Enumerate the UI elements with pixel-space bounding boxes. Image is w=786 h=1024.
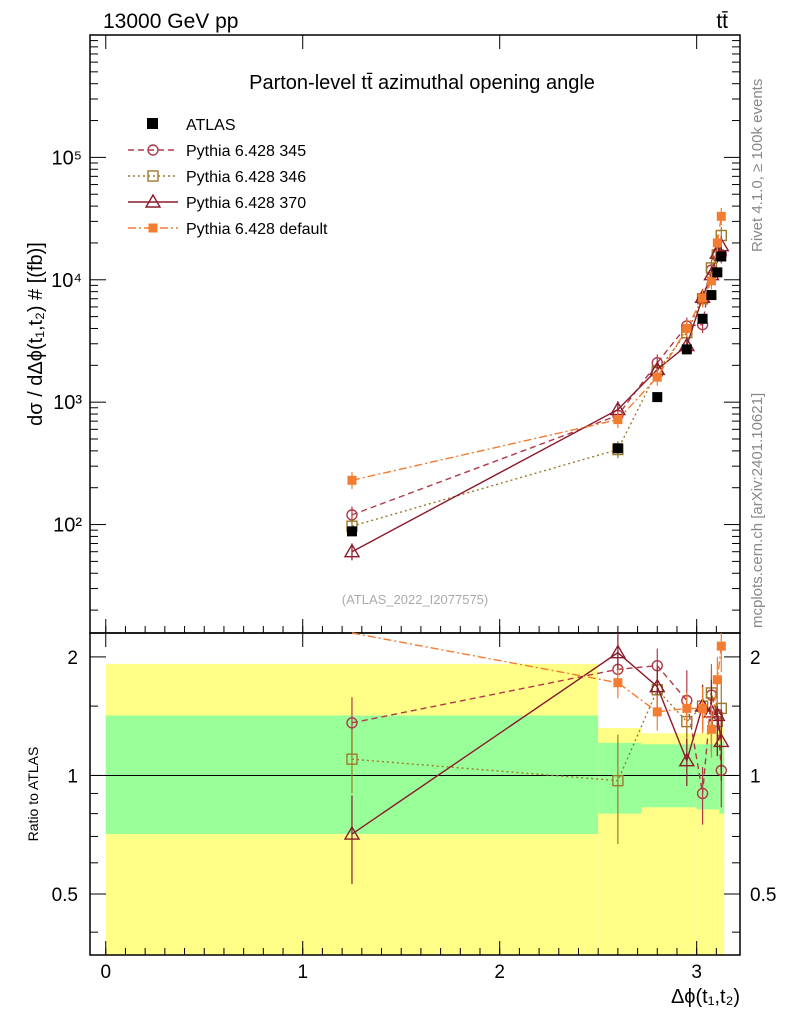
atlas-data-point (697, 313, 708, 324)
series-marker (613, 415, 623, 425)
series-marker (712, 238, 722, 248)
series-line (351, 216, 722, 481)
yellow-band-bin (714, 730, 720, 955)
legend-label: Pythia 6.428 345 (186, 143, 306, 160)
ratio-marker (609, 644, 627, 659)
x-tick-label: 2 (494, 962, 505, 983)
y-tick-label: 10³ (53, 392, 82, 414)
ratio-marker (698, 703, 708, 713)
atlas-data-point (712, 267, 723, 278)
legend-marker (147, 170, 159, 182)
atlas-data-point (716, 251, 727, 262)
series-line (351, 252, 722, 516)
main-series-group (343, 207, 730, 561)
y-tick-label: 10² (53, 515, 82, 537)
atlas-data-point (681, 344, 692, 355)
legend: ATLAS Pythia 6.428 345 Pythia 6.428 346 Pyt… (128, 117, 328, 238)
atlas-data-point (346, 526, 357, 537)
ratio-marker (343, 825, 361, 840)
mcplots-label: mcplots.cern.ch [arXiv:2401.10621] (749, 393, 766, 628)
ratio-marker (712, 675, 722, 685)
ratio-tick-label: 0.5 (52, 885, 78, 906)
legend-label: Pythia 6.428 370 (186, 195, 306, 212)
legend-marker (147, 144, 159, 156)
rivet-version-label: Rivet 4.1.0, ≥ 100k events (749, 79, 766, 252)
series-marker (716, 211, 726, 221)
legend-label: ATLAS (186, 117, 236, 134)
axis-ticks: 0 1 2 3 10² 10³ 10⁴ 10⁵ 0.5 0.5 1 1 2 2 (51, 35, 776, 983)
ratio-axis-label: Ratio to ATLAS (25, 747, 41, 842)
ratio-marker (612, 774, 624, 787)
legend-marker (147, 118, 158, 129)
series-marker (343, 543, 361, 558)
series-line (351, 245, 722, 553)
watermark: (ATLAS_2022_I2077575) (342, 592, 488, 607)
x-tick-label: 1 (297, 962, 308, 983)
ratio-marker (682, 703, 692, 713)
x-tick-label: 0 (100, 962, 111, 983)
ratio-line (351, 664, 722, 794)
ratio-marker (613, 678, 623, 688)
legend-marker (148, 223, 158, 233)
series-marker (652, 372, 662, 382)
series-marker (706, 276, 716, 286)
ratio-marker (696, 787, 709, 800)
process-label: tt̄ (716, 10, 728, 33)
energy-label: 13000 GeV pp (103, 10, 238, 33)
ratio-tick-label: 1 (67, 766, 78, 787)
atlas-data-point (612, 443, 623, 454)
yellow-band-bin (706, 730, 715, 955)
ratio-marker (346, 753, 358, 765)
yellow-band-bin (719, 727, 725, 955)
series-marker (347, 475, 357, 485)
atlas-data-point (652, 392, 663, 403)
ratio-marker (652, 707, 662, 717)
atlas-data-point (706, 290, 717, 301)
ratio-series-group (343, 632, 730, 885)
green-band-bin (706, 744, 715, 810)
y-tick-label: 10⁴ (51, 270, 82, 292)
ratio-tick-label-right: 2 (750, 648, 761, 669)
green-band-bin (714, 744, 720, 810)
legend-marker (144, 193, 162, 208)
x-axis-label: Δϕ(t₁,t₂) (671, 986, 740, 1008)
legend-label: Pythia 6.428 default (186, 221, 328, 238)
ratio-marker (716, 641, 726, 651)
ratio-tick-label-right: 0.5 (750, 885, 776, 906)
series-marker (698, 293, 708, 303)
y-tick-label: 10⁵ (51, 147, 82, 169)
y-axis-label: dσ / dΔϕ(t₁,t₂) # [(fb)] (25, 242, 47, 426)
x-tick-label: 3 (691, 962, 702, 983)
ratio-marker (346, 717, 358, 729)
ratio-marker (713, 733, 730, 748)
legend-label: Pythia 6.428 346 (186, 169, 306, 186)
yellow-band-bin (696, 733, 707, 955)
ratio-marker (706, 724, 716, 734)
series-marker (682, 323, 692, 333)
chart-title: Parton-level tt̄ azimuthal opening angle (249, 72, 595, 94)
ratio-tick-label-right: 1 (750, 766, 761, 787)
ratio-tick-label: 2 (67, 648, 78, 669)
ratio-uncertainty-bands (105, 663, 725, 955)
series-line (351, 235, 722, 527)
ratio-panel-frame (89, 632, 741, 956)
green-band-bin (696, 744, 707, 810)
green-band-bin (598, 742, 642, 814)
ratio-marker (649, 678, 666, 693)
ratio-line (351, 632, 722, 732)
ratio-marker (678, 752, 696, 767)
